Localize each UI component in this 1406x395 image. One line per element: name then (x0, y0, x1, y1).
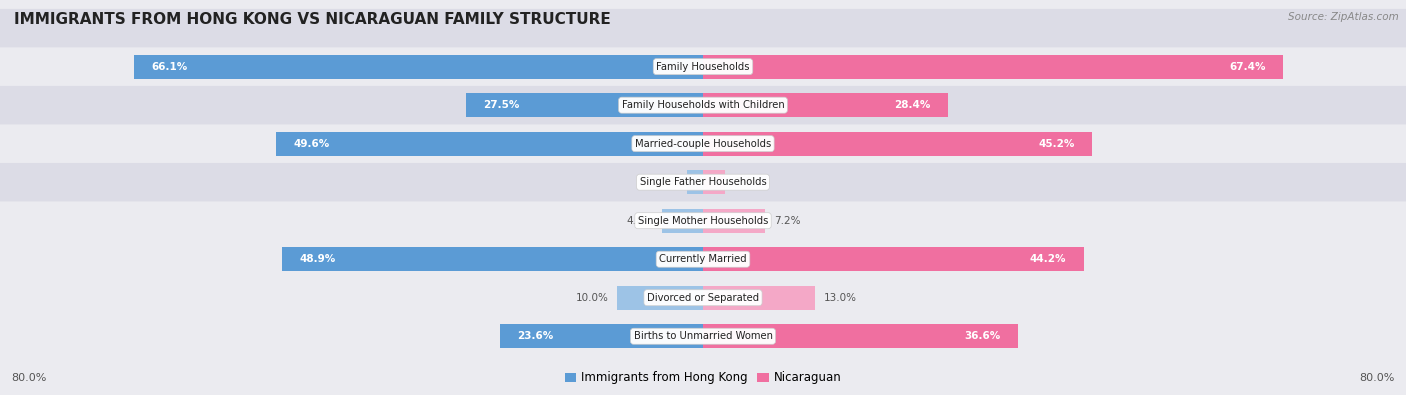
Legend: Immigrants from Hong Kong, Nicaraguan: Immigrants from Hong Kong, Nicaraguan (560, 367, 846, 389)
FancyBboxPatch shape (0, 47, 1406, 317)
Bar (467, 93, 703, 117)
Text: Married-couple Households: Married-couple Households (636, 139, 770, 149)
Text: Family Households with Children: Family Households with Children (621, 100, 785, 110)
Text: Single Father Households: Single Father Households (640, 177, 766, 187)
Text: 80.0%: 80.0% (1360, 373, 1395, 383)
Text: 13.0%: 13.0% (824, 293, 856, 303)
Text: 49.6%: 49.6% (292, 139, 329, 149)
Text: 67.4%: 67.4% (1230, 62, 1267, 71)
Bar (703, 286, 815, 310)
FancyBboxPatch shape (0, 86, 1406, 356)
Bar (276, 132, 703, 156)
FancyBboxPatch shape (0, 9, 1406, 278)
Text: 2.6%: 2.6% (734, 177, 761, 187)
Text: 36.6%: 36.6% (965, 331, 1001, 341)
Text: 7.2%: 7.2% (773, 216, 800, 226)
Bar (617, 286, 703, 310)
Text: Currently Married: Currently Married (659, 254, 747, 264)
Text: 28.4%: 28.4% (894, 100, 931, 110)
Bar (499, 324, 703, 348)
FancyBboxPatch shape (0, 163, 1406, 395)
FancyBboxPatch shape (0, 0, 1406, 240)
Text: 1.8%: 1.8% (652, 177, 679, 187)
Bar (703, 55, 1284, 79)
Text: 10.0%: 10.0% (575, 293, 609, 303)
Text: 45.2%: 45.2% (1039, 139, 1076, 149)
Text: 44.2%: 44.2% (1031, 254, 1066, 264)
Bar (703, 170, 725, 194)
Text: 80.0%: 80.0% (11, 373, 46, 383)
Text: 4.8%: 4.8% (627, 216, 652, 226)
Text: Source: ZipAtlas.com: Source: ZipAtlas.com (1288, 12, 1399, 22)
Bar (662, 209, 703, 233)
Text: 66.1%: 66.1% (150, 62, 187, 71)
Bar (703, 132, 1092, 156)
FancyBboxPatch shape (0, 201, 1406, 395)
Text: 23.6%: 23.6% (517, 331, 553, 341)
Text: Family Households: Family Households (657, 62, 749, 71)
Bar (703, 209, 765, 233)
Bar (703, 93, 948, 117)
Text: IMMIGRANTS FROM HONG KONG VS NICARAGUAN FAMILY STRUCTURE: IMMIGRANTS FROM HONG KONG VS NICARAGUAN … (14, 12, 610, 27)
Bar (703, 324, 1018, 348)
Bar (281, 247, 703, 271)
Bar (134, 55, 703, 79)
Bar (703, 247, 1084, 271)
Text: Single Mother Households: Single Mother Households (638, 216, 768, 226)
FancyBboxPatch shape (0, 0, 1406, 201)
Text: Births to Unmarried Women: Births to Unmarried Women (634, 331, 772, 341)
FancyBboxPatch shape (0, 124, 1406, 394)
Text: 48.9%: 48.9% (299, 254, 336, 264)
Text: 27.5%: 27.5% (484, 100, 520, 110)
Text: Divorced or Separated: Divorced or Separated (647, 293, 759, 303)
Bar (688, 170, 703, 194)
